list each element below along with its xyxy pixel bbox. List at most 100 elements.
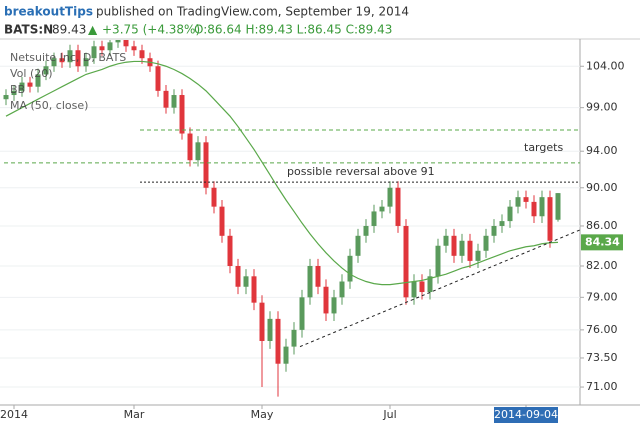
candle-body <box>515 197 521 207</box>
y-tick-label: 73.50 <box>586 351 618 364</box>
candle-body <box>155 66 161 91</box>
candle-body <box>251 276 257 303</box>
annotation-text: targets <box>524 141 563 154</box>
y-tick-label: 82.00 <box>586 259 618 272</box>
candle-body <box>467 240 473 261</box>
published: published on TradingView.com, September … <box>96 5 409 19</box>
candle-body <box>219 206 225 236</box>
candle-body <box>107 42 113 51</box>
legend-entry: BB <box>10 83 25 96</box>
candle-body <box>323 286 329 314</box>
candle-body <box>307 265 313 298</box>
candle-body <box>299 297 305 330</box>
candle-body <box>451 235 457 256</box>
candle-body <box>363 225 369 236</box>
candle-body <box>499 221 505 226</box>
legend-entry: Netsuite Inc, D, BATS <box>10 51 126 64</box>
candle-body <box>507 206 513 222</box>
y-tick-label: 99.00 <box>586 101 618 114</box>
candle-body <box>75 50 81 67</box>
candle-body <box>123 40 129 47</box>
candle-body <box>43 66 49 75</box>
annotation-line <box>299 229 580 348</box>
candle-body <box>531 201 537 217</box>
y-tick-label: 79.00 <box>586 290 618 303</box>
candle-body <box>427 276 433 293</box>
candle-body <box>411 281 417 298</box>
candle-body <box>235 265 241 287</box>
candle-body <box>187 133 193 161</box>
candle-body <box>483 235 489 251</box>
candle-body <box>339 281 345 298</box>
candle-body <box>547 197 553 241</box>
candle-body <box>347 255 353 282</box>
candle-body <box>131 46 137 51</box>
candle-body <box>203 142 209 188</box>
candle-body <box>523 197 529 202</box>
candle-body <box>27 82 33 87</box>
plot: targets possible reversal above 91 <box>0 40 580 397</box>
y-tick-label: 104.00 <box>586 59 625 72</box>
candle-body <box>283 346 289 364</box>
candle-body <box>3 95 9 100</box>
candle-body <box>555 193 561 220</box>
candle-body <box>331 297 337 314</box>
candle-body <box>379 206 385 212</box>
symbol: BATS:N <box>4 23 53 37</box>
author[interactable]: breakoutTips <box>4 5 93 19</box>
candle-body <box>371 211 377 226</box>
candle-body <box>195 142 201 161</box>
x-tick-label: May <box>251 408 274 421</box>
ohlc: O:86.64 H:89.43 L:86.45 C:89.43 <box>194 23 392 37</box>
candle-body <box>419 281 425 293</box>
candle-body <box>259 302 265 341</box>
candle-body <box>83 58 89 67</box>
ma-label-box <box>581 234 623 251</box>
candle-body <box>163 90 169 108</box>
candle-body <box>51 58 57 67</box>
candle-body <box>243 276 249 287</box>
candle-body <box>355 235 361 256</box>
candle-body <box>539 197 545 217</box>
candle-body <box>91 46 97 59</box>
candle-body <box>435 245 441 277</box>
candle-body <box>35 74 41 87</box>
candle-body <box>99 46 105 51</box>
candle-body <box>443 235 449 246</box>
candle-body <box>403 225 409 298</box>
candle-body <box>67 50 73 63</box>
y-tick-label: 71.00 <box>586 380 618 393</box>
candle-body <box>267 318 273 341</box>
candle-body <box>19 82 25 91</box>
legend-entry: MA (50, close) <box>10 99 88 112</box>
x-tick-label: 2014-09-04 <box>494 408 558 421</box>
ma-label: 84.34 <box>585 235 620 248</box>
candle-body <box>459 240 465 256</box>
y-tick-label: 90.00 <box>586 181 618 194</box>
candle-body <box>139 50 145 59</box>
candle-body <box>115 40 121 43</box>
x-tick-label: 2014 <box>0 408 28 421</box>
y-tick-label: 86.00 <box>586 219 618 232</box>
candle-body <box>211 187 217 207</box>
x-highlight <box>494 407 558 423</box>
y-tick-label: 76.00 <box>586 323 618 336</box>
price: 89.43 <box>52 23 86 37</box>
x-tick-label: Jul <box>382 408 396 421</box>
candle-body <box>11 90 17 96</box>
legend-entry: Vol (20) <box>10 67 53 80</box>
candle-body <box>291 329 297 347</box>
candle-body <box>179 95 185 134</box>
candle-body <box>227 235 233 266</box>
candle-body <box>395 187 401 226</box>
candle-body <box>475 250 481 261</box>
candle-body <box>59 58 65 63</box>
ma-line <box>5 60 559 286</box>
y-tick-label: 94.00 <box>586 144 618 157</box>
candle-body <box>171 95 177 108</box>
change: +3.75 (+4.38%) <box>102 23 200 37</box>
candle-body <box>315 265 321 287</box>
annotation-text: possible reversal above 91 <box>287 165 435 178</box>
